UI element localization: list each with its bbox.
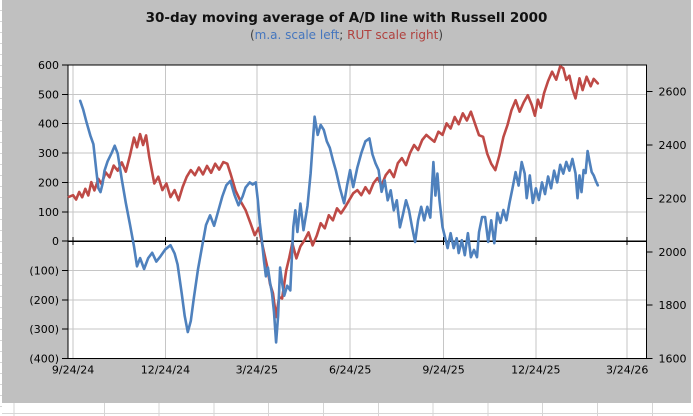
svg-text:6/24/25: 6/24/25 <box>329 364 371 377</box>
svg-text:400: 400 <box>38 118 59 131</box>
svg-text:9/24/24: 9/24/24 <box>52 364 94 377</box>
chart-title: 30-day moving average of A/D line with R… <box>145 10 548 26</box>
svg-text:3/24/25: 3/24/25 <box>236 364 278 377</box>
svg-text:2400: 2400 <box>659 139 687 152</box>
svg-text:2600: 2600 <box>659 86 687 99</box>
svg-text:(200): (200) <box>29 294 59 307</box>
rut-line-series <box>67 65 600 319</box>
chart-subtitle: (m.a. scale left; RUT scale right) <box>2 28 691 42</box>
subtitle-paren-close: ) <box>438 28 444 42</box>
date-axis-tick-labels: 9/24/24 12/24/24 3/24/25 6/24/25 9/24/25 12/2… <box>52 364 649 377</box>
svg-text:300: 300 <box>38 147 59 160</box>
svg-text:1800: 1800 <box>659 299 687 312</box>
svg-text:1600: 1600 <box>659 353 687 366</box>
svg-text:12/24/24: 12/24/24 <box>141 364 190 377</box>
svg-text:100: 100 <box>38 206 59 219</box>
svg-text:3/24/26: 3/24/26 <box>606 364 648 377</box>
left-axis-tick-labels: 600 500 400 300 200 100 0 (100) (200) (300) (400) <box>29 59 59 366</box>
svg-text:200: 200 <box>38 176 59 189</box>
svg-text:500: 500 <box>38 88 59 101</box>
svg-text:0: 0 <box>52 235 59 248</box>
svg-text:600: 600 <box>38 59 59 72</box>
svg-text:(100): (100) <box>29 264 59 277</box>
svg-text:2000: 2000 <box>659 246 687 259</box>
spreadsheet-cells-left-sliver <box>0 0 2 416</box>
svg-text:9/24/25: 9/24/25 <box>422 364 464 377</box>
svg-text:2200: 2200 <box>659 192 687 205</box>
subtitle-separator: ; <box>339 28 348 42</box>
subtitle-ma-scale-left: m.a. scale left <box>254 28 340 42</box>
subtitle-rut-scale-right: RUT scale right <box>347 28 439 42</box>
right-axis-tick-labels: 2600 2400 2200 2000 1800 1600 <box>659 86 687 366</box>
subtitle-paren-open: ( <box>249 28 255 42</box>
svg-text:12/24/25: 12/24/25 <box>511 364 560 377</box>
svg-text:(300): (300) <box>29 323 59 336</box>
axis-lines-and-ticks <box>62 64 653 359</box>
spreadsheet-cells-bottom <box>0 403 693 416</box>
ma-line-series <box>78 99 600 344</box>
svg-text:(400): (400) <box>29 353 59 366</box>
